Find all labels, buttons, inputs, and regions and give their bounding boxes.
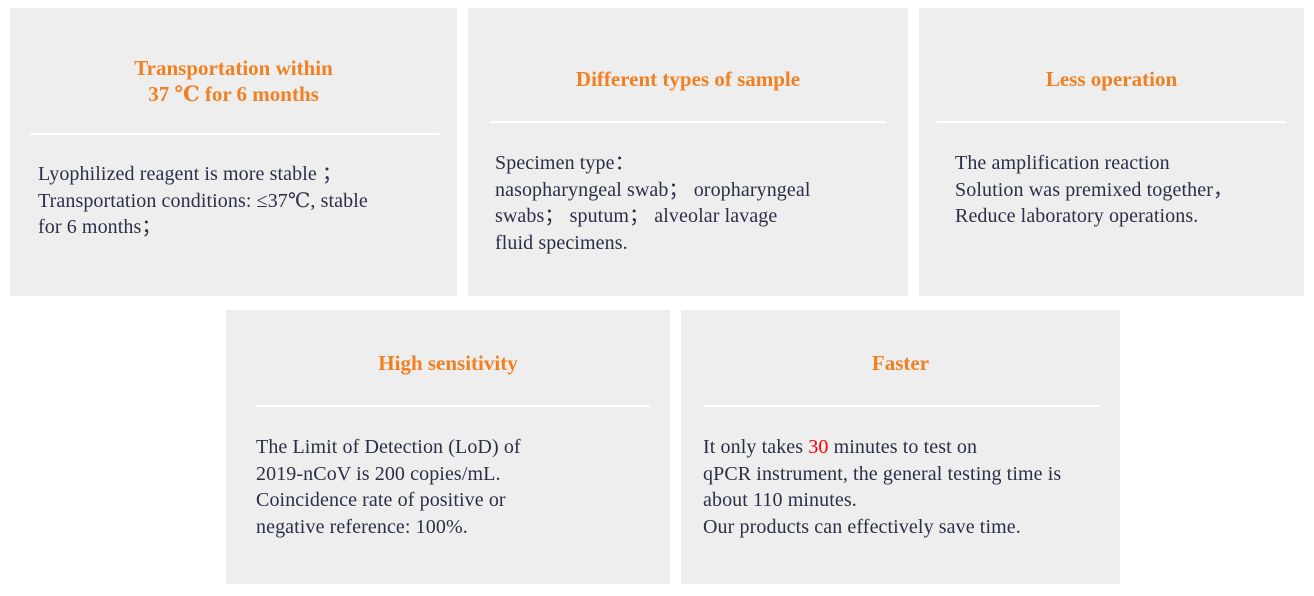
card-body-faster: It only takes 30 minutes to test on qPCR… (703, 434, 1120, 540)
card-body-high-sensitivity: The Limit of Detection (LoD) of 2019-nCo… (256, 436, 521, 538)
card-less-operation: Less operation The amplification reactio… (919, 8, 1304, 296)
faster-body-prefix: It only takes (703, 436, 809, 458)
card-title-transportation: Transportation within 37 ℃ for 6 months (134, 56, 333, 106)
card-divider (256, 405, 650, 407)
card-body-transportation: Lyophilized reagent is more stable ； Tra… (38, 163, 368, 238)
card-title-less-operation: Less operation (1045, 67, 1178, 91)
card-title-high-sensitivity: High sensitivity (378, 351, 518, 375)
card-high-sensitivity: High sensitivity The Limit of Detection … (226, 310, 670, 584)
card-divider (490, 121, 886, 123)
card-faster: Faster It only takes 30 minutes to test … (681, 310, 1120, 584)
card-divider (937, 121, 1286, 123)
card-body-sample-types: Specimen type： nasopharyngeal swab； orop… (495, 152, 811, 254)
card-divider (30, 133, 439, 135)
card-title-faster: Faster (871, 351, 930, 375)
card-divider (703, 405, 1100, 407)
card-body-less-operation: The amplification reaction Solution was … (955, 152, 1234, 227)
card-title-sample-types: Different types of sample (575, 67, 801, 91)
faster-body-suffix: minutes to test on qPCR instrument, the … (703, 436, 1062, 538)
card-sample-types: Different types of sample Specimen type：… (468, 8, 908, 296)
card-transportation: Transportation within 37 ℃ for 6 months … (10, 8, 457, 296)
faster-minutes-highlight: 30 (808, 436, 829, 458)
